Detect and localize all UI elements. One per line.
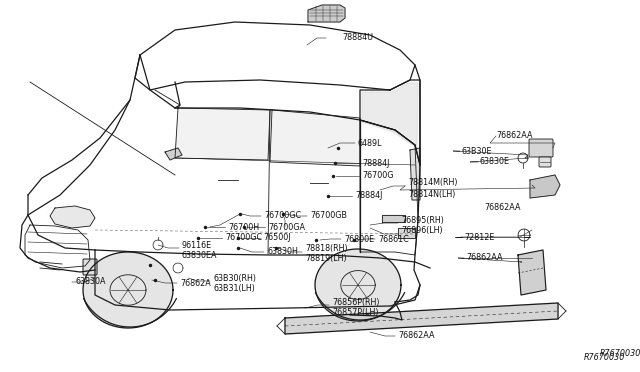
Text: 76862AA: 76862AA [466,253,502,263]
Text: 63B31(LH): 63B31(LH) [213,285,255,294]
FancyBboxPatch shape [529,139,553,157]
Polygon shape [398,228,415,238]
FancyBboxPatch shape [83,259,97,275]
Text: 76700GA: 76700GA [268,222,305,231]
Text: 76895(RH): 76895(RH) [401,215,444,224]
Text: 76700H: 76700H [228,222,259,231]
Polygon shape [382,215,405,222]
Text: 76862AA: 76862AA [484,202,520,212]
FancyBboxPatch shape [539,157,551,167]
Text: 63830A: 63830A [75,278,106,286]
Polygon shape [270,110,360,166]
Text: 76700GC: 76700GC [264,212,301,221]
Text: 78814N(LH): 78814N(LH) [408,189,456,199]
Text: 76800E: 76800E [344,234,374,244]
Text: 76862AA: 76862AA [496,131,532,141]
Polygon shape [518,250,546,295]
Text: 76700G: 76700G [362,171,394,180]
Polygon shape [410,148,420,200]
Text: 63B30(RH): 63B30(RH) [213,273,256,282]
Text: R7670030: R7670030 [584,353,625,362]
Text: 76896(LH): 76896(LH) [401,227,443,235]
Polygon shape [530,175,560,198]
Text: 78818(RH): 78818(RH) [305,244,348,253]
Text: 72812E: 72812E [464,232,494,241]
Text: 78884U: 78884U [342,33,373,42]
Text: 76700GC: 76700GC [225,234,262,243]
Polygon shape [285,303,558,334]
Text: 76862AA: 76862AA [398,331,435,340]
Text: 63830E: 63830E [480,157,510,167]
Text: 76861C: 76861C [378,234,409,244]
Text: 63830EA: 63830EA [182,251,218,260]
Polygon shape [83,252,173,328]
Text: 78884J: 78884J [362,158,389,167]
Polygon shape [315,249,401,321]
Text: 6489L: 6489L [358,138,383,148]
Text: 76862A: 76862A [180,279,211,288]
Text: 63B30E: 63B30E [462,147,493,155]
Text: 96116E: 96116E [182,241,212,250]
Text: 76700GB: 76700GB [310,212,347,221]
Polygon shape [308,5,345,22]
Text: 76856P(RH): 76856P(RH) [332,298,380,307]
Text: 76500J: 76500J [263,234,291,243]
Text: 78814M(RH): 78814M(RH) [408,179,458,187]
Text: 76857P(LH): 76857P(LH) [332,308,378,317]
Text: R7670030: R7670030 [600,350,640,359]
Text: 78884J: 78884J [355,192,382,201]
Text: 78819(LH): 78819(LH) [305,254,347,263]
Polygon shape [165,148,182,160]
Polygon shape [175,108,270,160]
Text: 63830H: 63830H [267,247,298,257]
Polygon shape [50,206,95,228]
Polygon shape [362,83,418,148]
